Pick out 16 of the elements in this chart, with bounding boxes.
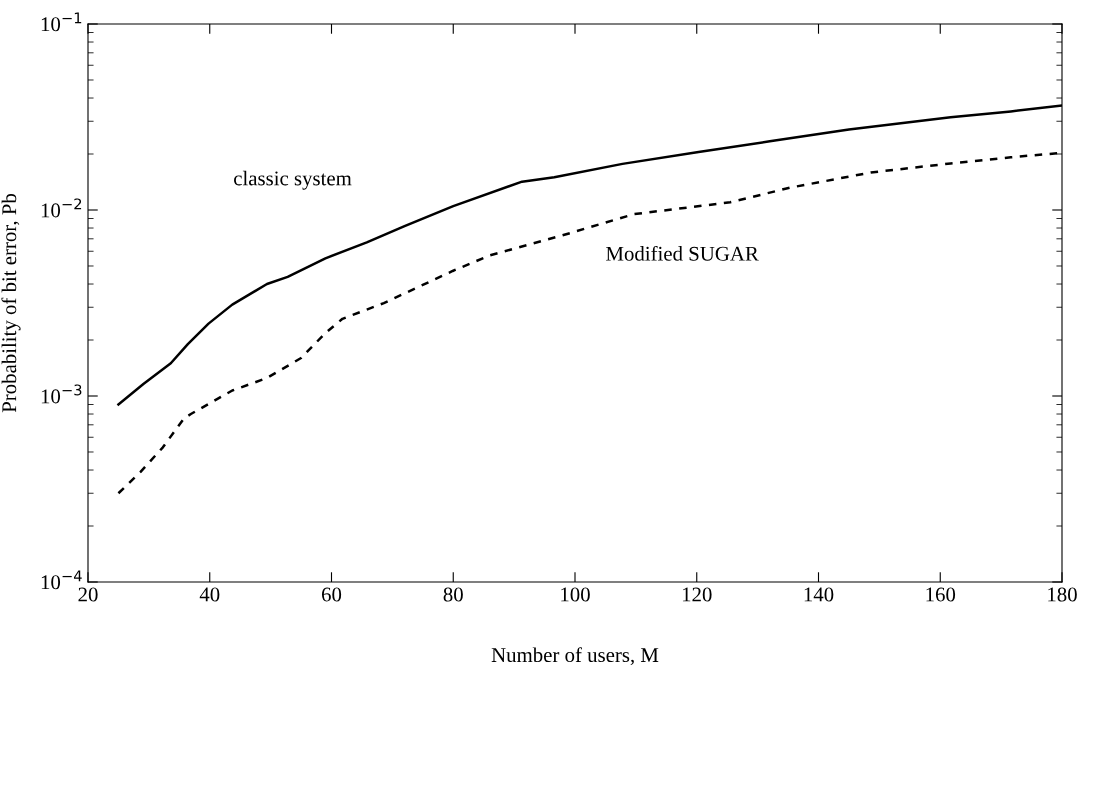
x-tick-label: 40 bbox=[199, 587, 220, 602]
y-tick-label: 10$^{−3}$ bbox=[41, 384, 82, 404]
x-tick-label: 100 bbox=[561, 587, 590, 602]
x-tick-label: 160 bbox=[926, 587, 956, 602]
x-tick-label: 60 bbox=[321, 587, 342, 602]
x-axis-title: Number of users, M bbox=[491, 647, 659, 666]
text: classic system bbox=[234, 170, 352, 190]
y-tick-label: 10$^{−2}$ bbox=[41, 198, 82, 218]
x-tick-label: 140 bbox=[804, 587, 834, 602]
y-tick-label: 10$^{−1}$ bbox=[41, 12, 82, 32]
x-tick-label: 80 bbox=[443, 587, 463, 602]
series-label: Modified SUGAR bbox=[606, 245, 759, 261]
x-tick-label: 120 bbox=[682, 587, 712, 602]
x-tick-label: 180 bbox=[1048, 587, 1077, 602]
y-axis-title: Probability of bit error, Pb bbox=[1, 193, 21, 413]
x-tick-label: 20 bbox=[78, 587, 98, 602]
